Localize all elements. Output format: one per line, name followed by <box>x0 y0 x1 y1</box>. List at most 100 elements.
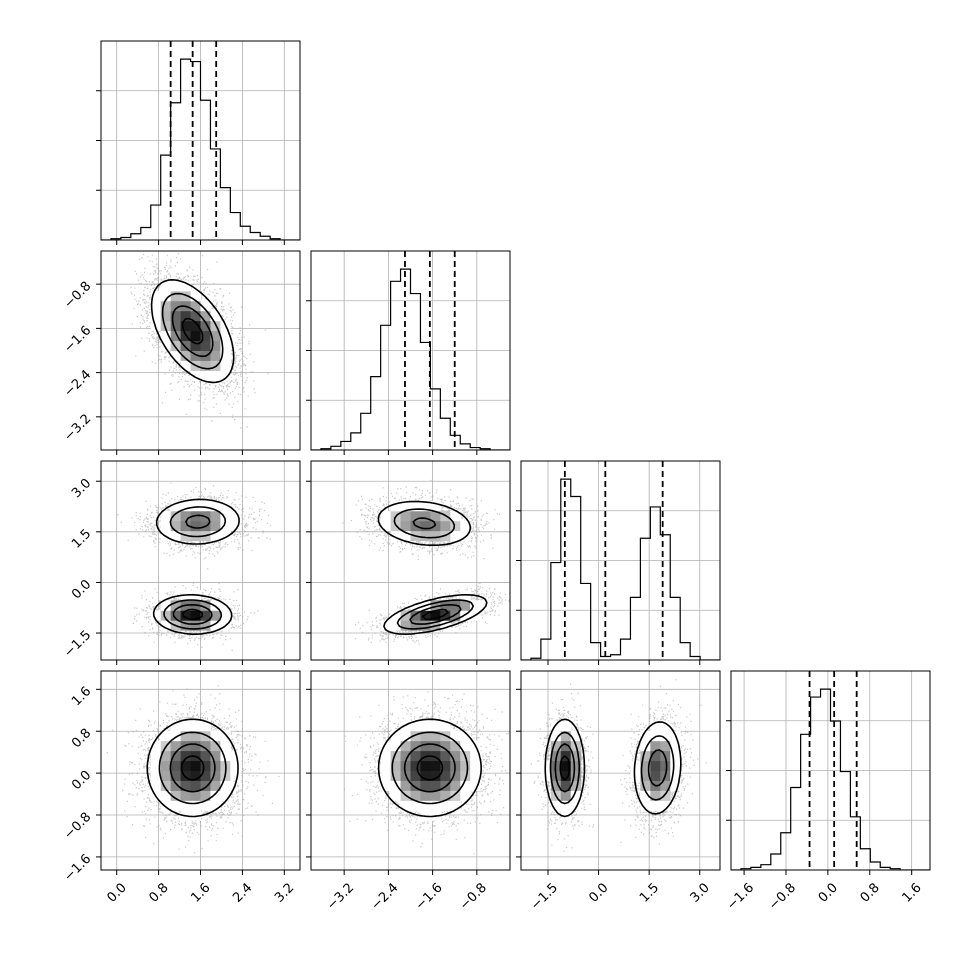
contour-level-0 <box>150 279 235 384</box>
density-cell <box>210 500 221 512</box>
density-cell <box>220 730 231 742</box>
contour-level-0 <box>152 498 240 635</box>
density-cell <box>220 350 231 361</box>
contour-level-2 <box>554 743 668 793</box>
density-cell <box>220 750 231 762</box>
contour-level-3 <box>559 755 571 781</box>
density-cell <box>400 530 411 542</box>
y-tick-label: −1.6 <box>61 323 94 356</box>
density-cell <box>190 770 201 781</box>
density-cell <box>400 520 411 532</box>
density-cell <box>410 620 421 631</box>
density-cell <box>630 770 641 781</box>
contour-level-1 <box>158 731 227 805</box>
panel-3-0: −1.6 −0.8 0.0 0.8 1.6 0.0 0.8 1.6 2.4 3.2 <box>61 670 301 906</box>
density-cell <box>180 780 192 791</box>
density-cell <box>210 750 221 762</box>
density-cell <box>400 500 411 512</box>
density-cell <box>400 780 411 791</box>
panel-2-1 <box>306 460 511 665</box>
density-cell <box>170 520 182 532</box>
density-cell <box>450 530 461 542</box>
density-cell <box>210 370 221 381</box>
x-tick-label: 1.5 <box>637 880 662 905</box>
contour-level-3 <box>416 755 444 781</box>
contour-level-0 <box>377 718 482 818</box>
density-cell <box>220 510 231 522</box>
density-cell <box>450 740 461 752</box>
density-cell <box>420 500 431 512</box>
density-cell <box>570 800 582 811</box>
density-cell <box>200 800 211 811</box>
density-cell <box>200 310 211 322</box>
density-cell <box>170 300 182 312</box>
x-tick-label: 3.2 <box>272 880 297 905</box>
density-cell <box>660 780 671 791</box>
density-cell <box>450 770 461 781</box>
density-cell <box>200 740 211 752</box>
panel-frame <box>310 250 511 451</box>
density-cell <box>540 760 552 771</box>
y-tick-label: −0.8 <box>61 810 94 843</box>
panel-frame <box>520 670 721 871</box>
density-cell <box>210 510 221 522</box>
density-cell <box>650 800 661 811</box>
density-cell <box>470 600 481 611</box>
x-tick-label: −3.2 <box>324 880 357 913</box>
density-cell <box>180 750 192 762</box>
density-cell <box>440 800 451 811</box>
density-cell <box>190 620 201 631</box>
density-cell <box>220 340 231 351</box>
density-cell <box>190 310 201 322</box>
density-cell <box>440 520 451 532</box>
density-cell <box>670 780 681 791</box>
density-cell <box>430 720 441 732</box>
density-cell <box>650 720 661 732</box>
panel-1-0: −3.2 −2.4 −1.6 −0.8 <box>61 250 301 455</box>
x-tick-label: 0.0 <box>105 880 130 905</box>
y-tick-label: −3.2 <box>61 412 94 445</box>
density-cell <box>220 790 231 801</box>
x-tick-label: 2.4 <box>230 880 255 905</box>
density-cell <box>450 750 461 762</box>
density-cell <box>390 780 402 791</box>
density-cell <box>550 780 562 791</box>
density-cell <box>190 760 201 771</box>
density-cell <box>430 510 441 522</box>
density-cell <box>670 740 681 752</box>
density-cell <box>220 740 231 752</box>
density-cell <box>570 750 582 762</box>
density-cell <box>380 770 392 781</box>
contour-level-1 <box>549 731 675 805</box>
density-cell <box>380 780 392 791</box>
density-cell <box>560 720 572 732</box>
y-tick-label: 0.8 <box>69 726 94 751</box>
panel-2-2 <box>516 460 721 665</box>
contour-level-3 <box>182 608 204 621</box>
density-cell <box>150 290 162 302</box>
density-cell <box>410 500 421 512</box>
density-cell <box>460 730 471 742</box>
density-cell <box>180 790 192 801</box>
density-cell <box>560 780 572 791</box>
contour-level-0 <box>377 500 488 635</box>
density-cell <box>640 760 651 771</box>
density-cell <box>220 370 231 381</box>
density-cell <box>450 800 461 811</box>
density-cell <box>560 800 572 811</box>
density-cell <box>410 720 421 732</box>
density-cell <box>440 790 451 801</box>
density-cell <box>180 800 192 811</box>
x-tick-label: 0.8 <box>858 880 883 905</box>
density-cell <box>190 350 201 361</box>
density-cell <box>160 620 172 631</box>
density-cell <box>170 310 182 322</box>
density-cell <box>160 320 172 332</box>
density-cell <box>400 800 411 811</box>
density-cell <box>430 610 441 621</box>
density-cell <box>170 280 182 292</box>
contour-level-1 <box>161 292 224 370</box>
density-cell <box>410 510 421 522</box>
density-cell <box>210 730 221 742</box>
density-cell <box>570 770 582 781</box>
